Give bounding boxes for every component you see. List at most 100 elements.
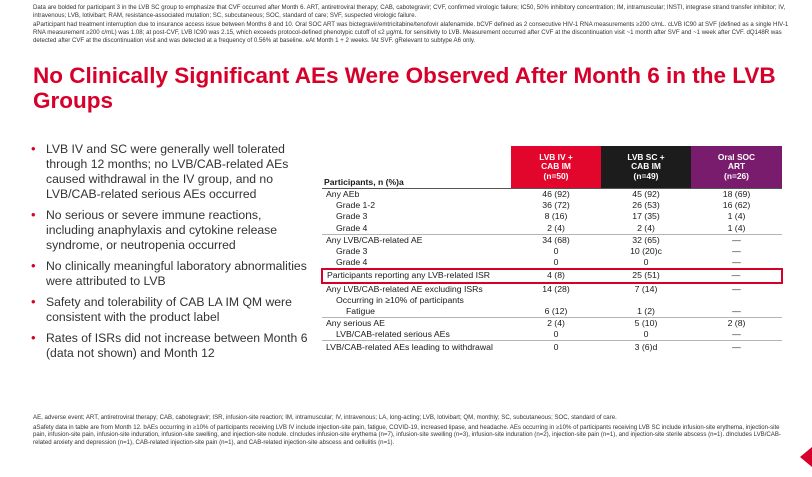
bottom-footnote-abbreviations: AE, adverse event; ART, antiretroviral t…: [33, 414, 617, 421]
cell-oral-soc: —: [732, 234, 741, 245]
cell-lvb-iv: 0: [553, 341, 559, 352]
row-label: Any AEb: [326, 189, 360, 200]
cell-lvb-sc: 25 (51): [601, 268, 691, 284]
cell-oral-soc: —: [732, 283, 741, 294]
bullet-item: • Safety and tolerability of CAB LA IM QM…: [30, 294, 310, 325]
cell-lvb-iv: 14 (28): [542, 283, 570, 294]
safety-table: Participants, n (%)a LVB IV + CAB IM (n=50…: [321, 146, 783, 353]
cell-lvb-iv: 0: [553, 257, 559, 268]
bottom-footnote-details: aSafety data in table are from Month 12.…: [33, 423, 781, 447]
row-label: Grade 1-2: [336, 200, 376, 211]
cell-oral-soc: [691, 295, 782, 306]
cell-lvb-sc: [601, 295, 691, 306]
table-row: Any AEb 46 (92) 45 (92) 18 (69): [322, 189, 782, 201]
row-label: LVB/CAB-related AEs leading to withdrawa…: [326, 341, 493, 352]
cell-lvb-sc: 10 (20)c: [630, 246, 662, 257]
table-row: Grade 4 0 0 —: [322, 257, 782, 269]
cell-lvb-iv: 4 (8): [511, 268, 601, 284]
table-row: LVB/CAB-related AEs leading to withdrawa…: [322, 340, 782, 353]
bullet-item: • No serious or severe immune reactions, …: [30, 207, 310, 253]
top-footnote-abbreviations: Data are bolded for participant 3 in the…: [33, 4, 786, 19]
cell-oral-soc: —: [691, 268, 783, 284]
row-label: Grade 4: [336, 257, 368, 268]
cell-lvb-sc: 17 (35): [632, 211, 660, 222]
cell-lvb-sc: 0: [643, 329, 649, 340]
bullet-dot-icon: •: [31, 207, 36, 222]
cell-lvb-iv: 6 (12): [544, 305, 568, 316]
bullet-item: • No clinically meaningful laboratory abn…: [30, 258, 310, 289]
corner-accent-shape: [800, 447, 812, 467]
cell-oral-soc: 18 (69): [722, 189, 751, 200]
table-row: LVB/CAB-related serious AEs 0 0 —: [322, 329, 782, 341]
cell-lvb-sc: 7 (14): [634, 283, 658, 294]
table-row: Fatigue 6 (12) 1 (2) —: [322, 306, 782, 318]
highlighted-row-isr: Participants reporting any LVB-related I…: [321, 268, 783, 284]
table-row: Any serious AE 2 (4) 5 (10) 2 (8): [322, 317, 782, 330]
cell-lvb-sc: 32 (65): [632, 234, 660, 245]
row-label: Fatigue: [346, 305, 375, 316]
cell-lvb-iv: 0: [553, 246, 559, 257]
bullet-dot-icon: •: [31, 258, 36, 273]
cell-lvb-sc: 5 (10): [634, 318, 658, 329]
column-header-lvb-iv: LVB IV + CAB IM (n=50): [511, 146, 601, 189]
cell-oral-soc: —: [732, 305, 741, 316]
bullet-list: • LVB IV and SC were generally well toler…: [30, 141, 310, 367]
table-header-row: Participants, n (%)a LVB IV + CAB IM (n=50…: [322, 146, 782, 189]
bullet-text: Rates of ISRs did not increase between M…: [46, 331, 308, 360]
row-label: Grade 3: [336, 211, 368, 222]
top-footnote-details: aParticipant had treatment interruption …: [33, 21, 789, 44]
cell-oral-soc: 16 (62): [722, 200, 751, 211]
top-footnotes: Data are bolded for participant 3 in the…: [33, 4, 793, 47]
row-label: Grade 3: [336, 246, 368, 257]
table-row: Any LVB/CAB-related AE 34 (68) 32 (65) —: [322, 234, 782, 246]
cell-lvb-sc: 26 (53): [632, 200, 660, 211]
slide-title: No Clinically Significant AEs Were Obser…: [33, 63, 776, 113]
cell-lvb-iv: 0: [553, 329, 559, 340]
column-header-lvb-sc: LVB SC + CAB IM (n=49): [601, 146, 691, 189]
row-label: Any LVB/CAB-related AE: [326, 234, 423, 245]
bullet-text: LVB IV and SC were generally well tolera…: [46, 142, 289, 201]
cell-oral-soc: —: [732, 257, 741, 268]
bullet-dot-icon: •: [31, 294, 36, 309]
row-label: Participants reporting any LVB-related I…: [321, 268, 511, 284]
row-label: LVB/CAB-related serious AEs: [336, 329, 450, 340]
cell-lvb-iv: 2 (4): [547, 222, 565, 233]
table-row: Grade 1-2 36 (72) 26 (53) 16 (62): [322, 200, 782, 211]
bottom-footnotes: AE, adverse event; ART, antiretroviral t…: [33, 414, 785, 449]
cell-lvb-sc: 1 (2): [637, 305, 655, 316]
row-header-label: Participants, n (%)a: [324, 177, 404, 187]
table-row: Grade 3 8 (16) 17 (35) 1 (4): [322, 211, 782, 222]
cell-lvb-iv: [511, 295, 601, 306]
row-label: Any serious AE: [326, 318, 385, 329]
bullet-text: No serious or severe immune reactions, i…: [46, 208, 278, 252]
table-row: Grade 4 2 (4) 2 (4) 1 (4): [322, 223, 782, 235]
cell-lvb-iv: 2 (4): [547, 318, 565, 329]
cell-lvb-sc: 3 (6)d: [634, 341, 658, 352]
table-row: Occurring in ≥10% of participants: [322, 295, 782, 306]
cell-lvb-sc: 45 (92): [632, 189, 660, 200]
bullet-dot-icon: •: [31, 330, 36, 345]
cell-lvb-iv: 46 (92): [542, 189, 570, 200]
cell-oral-soc: —: [732, 246, 741, 257]
cell-oral-soc: 2 (8): [727, 318, 746, 329]
row-label: Grade 4: [336, 222, 368, 233]
bullet-text: No clinically meaningful laboratory abno…: [46, 259, 307, 288]
bullet-text: Safety and tolerability of CAB LA IM QM …: [46, 295, 292, 324]
bullet-item: • Rates of ISRs did not increase between …: [30, 330, 310, 361]
cell-lvb-iv: 8 (16): [544, 211, 568, 222]
cell-oral-soc: —: [732, 341, 741, 352]
cell-lvb-iv: 36 (72): [542, 200, 570, 211]
cell-oral-soc: —: [732, 329, 741, 340]
bullet-dot-icon: •: [31, 141, 36, 156]
row-label: Occurring in ≥10% of participants: [336, 294, 464, 305]
cell-oral-soc: 1 (4): [727, 211, 746, 222]
column-header-oral-soc: Oral SOC ART (n=26): [691, 146, 782, 189]
cell-oral-soc: 1 (4): [727, 222, 746, 233]
table-row: Grade 3 0 10 (20)c —: [322, 246, 782, 257]
cell-lvb-sc: 0: [643, 257, 649, 268]
cell-lvb-sc: 2 (4): [637, 222, 655, 233]
row-label: Any LVB/CAB-related AE excluding ISRs: [326, 283, 483, 294]
bullet-item: • LVB IV and SC were generally well toler…: [30, 141, 310, 202]
table-row: Any LVB/CAB-related AE excluding ISRs 14…: [322, 283, 782, 295]
cell-lvb-iv: 34 (68): [542, 234, 570, 245]
